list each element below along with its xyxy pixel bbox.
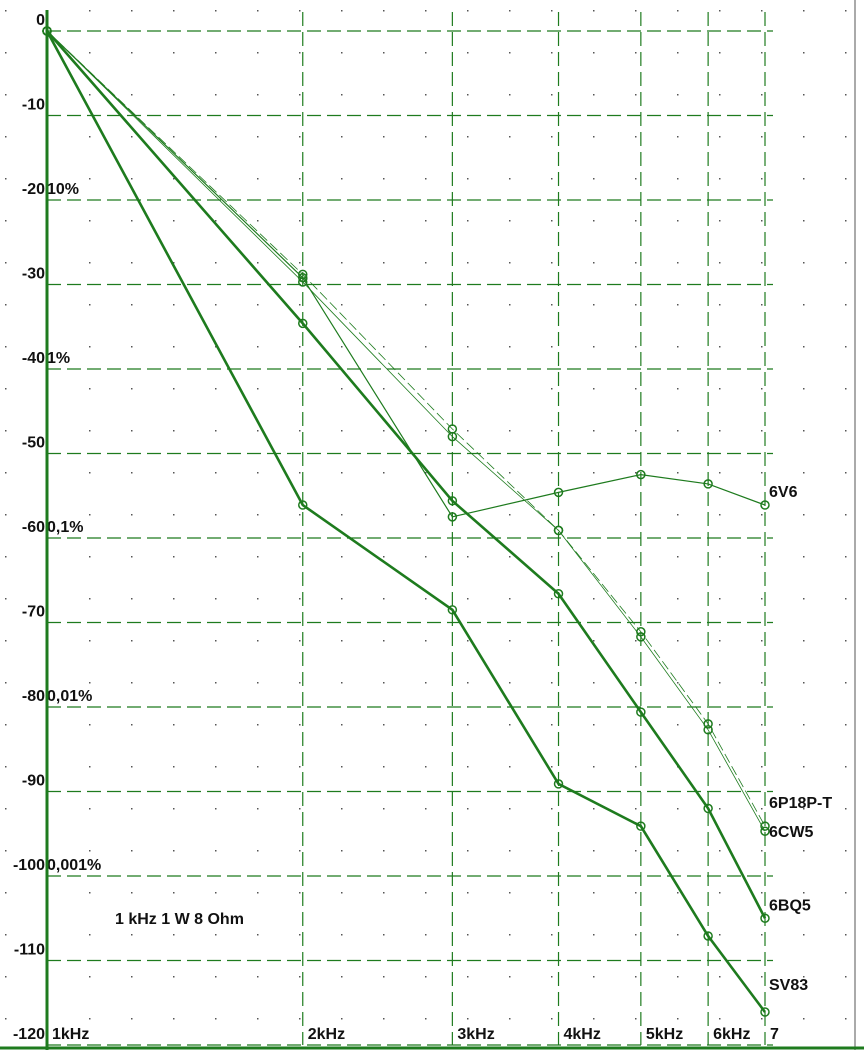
y-tick-label: -50 (22, 435, 45, 452)
point (553, 487, 564, 498)
y-tick-label: -60 (22, 519, 45, 536)
point (42, 26, 52, 36)
point (703, 931, 713, 941)
y-tick-label: 0 (36, 12, 45, 29)
y-tick-label: -80 (22, 688, 45, 705)
point (447, 431, 458, 442)
series-line (46, 30, 766, 832)
point (553, 525, 564, 536)
y2-tick-label: 1% (47, 350, 70, 367)
series-line (45, 30, 767, 1013)
series-label: 6P18P-T (769, 795, 832, 812)
series-label: 6V6 (769, 484, 798, 501)
point (636, 707, 646, 717)
y-tick-label: -120 (13, 1026, 45, 1043)
point (553, 589, 564, 599)
y2-tick-label: 0,01% (47, 688, 92, 705)
point (447, 605, 458, 615)
x-tick-label: 3kHz (457, 1026, 494, 1043)
point (636, 632, 646, 642)
point (636, 469, 646, 480)
y-tick-label: -30 (22, 266, 45, 283)
point (703, 479, 713, 489)
x-tick-label: 2kHz (308, 1026, 345, 1043)
y2-tick-label: 10% (47, 181, 79, 198)
point (760, 1007, 770, 1017)
point (298, 277, 308, 287)
point (447, 496, 458, 506)
point (760, 913, 770, 923)
x-tick-label: 7 (770, 1026, 779, 1043)
point (553, 779, 564, 789)
annotation: 1 kHz 1 W 8 Ohm (115, 911, 244, 928)
series-label: 6CW5 (769, 824, 814, 841)
y-tick-label: -40 (22, 350, 45, 367)
y2-tick-label: 0,001% (47, 857, 101, 874)
series-label: SV83 (769, 977, 808, 994)
x-tick-label: 1kHz (52, 1026, 89, 1043)
point (760, 500, 770, 510)
x-tick-label: 5kHz (646, 1026, 683, 1043)
y-tick-label: -110 (14, 942, 45, 959)
series-label: 6BQ5 (769, 897, 811, 914)
point (703, 725, 713, 735)
point (636, 821, 646, 831)
y-tick-label: -70 (22, 604, 45, 621)
point (447, 512, 458, 522)
series-line (46, 30, 767, 919)
x-tick-label: 6kHz (713, 1026, 750, 1043)
point (298, 318, 308, 329)
x-tick-label: 4kHz (564, 1026, 601, 1043)
point (760, 821, 770, 831)
y-tick-label: -90 (22, 773, 45, 790)
point (760, 826, 770, 836)
y-tick-label: -20 (22, 181, 45, 198)
y2-tick-label: 0,1% (47, 519, 83, 536)
y-tick-label: -100 (13, 857, 45, 874)
y-tick-label: -10 (22, 97, 45, 114)
point (298, 500, 308, 510)
point (703, 803, 713, 814)
